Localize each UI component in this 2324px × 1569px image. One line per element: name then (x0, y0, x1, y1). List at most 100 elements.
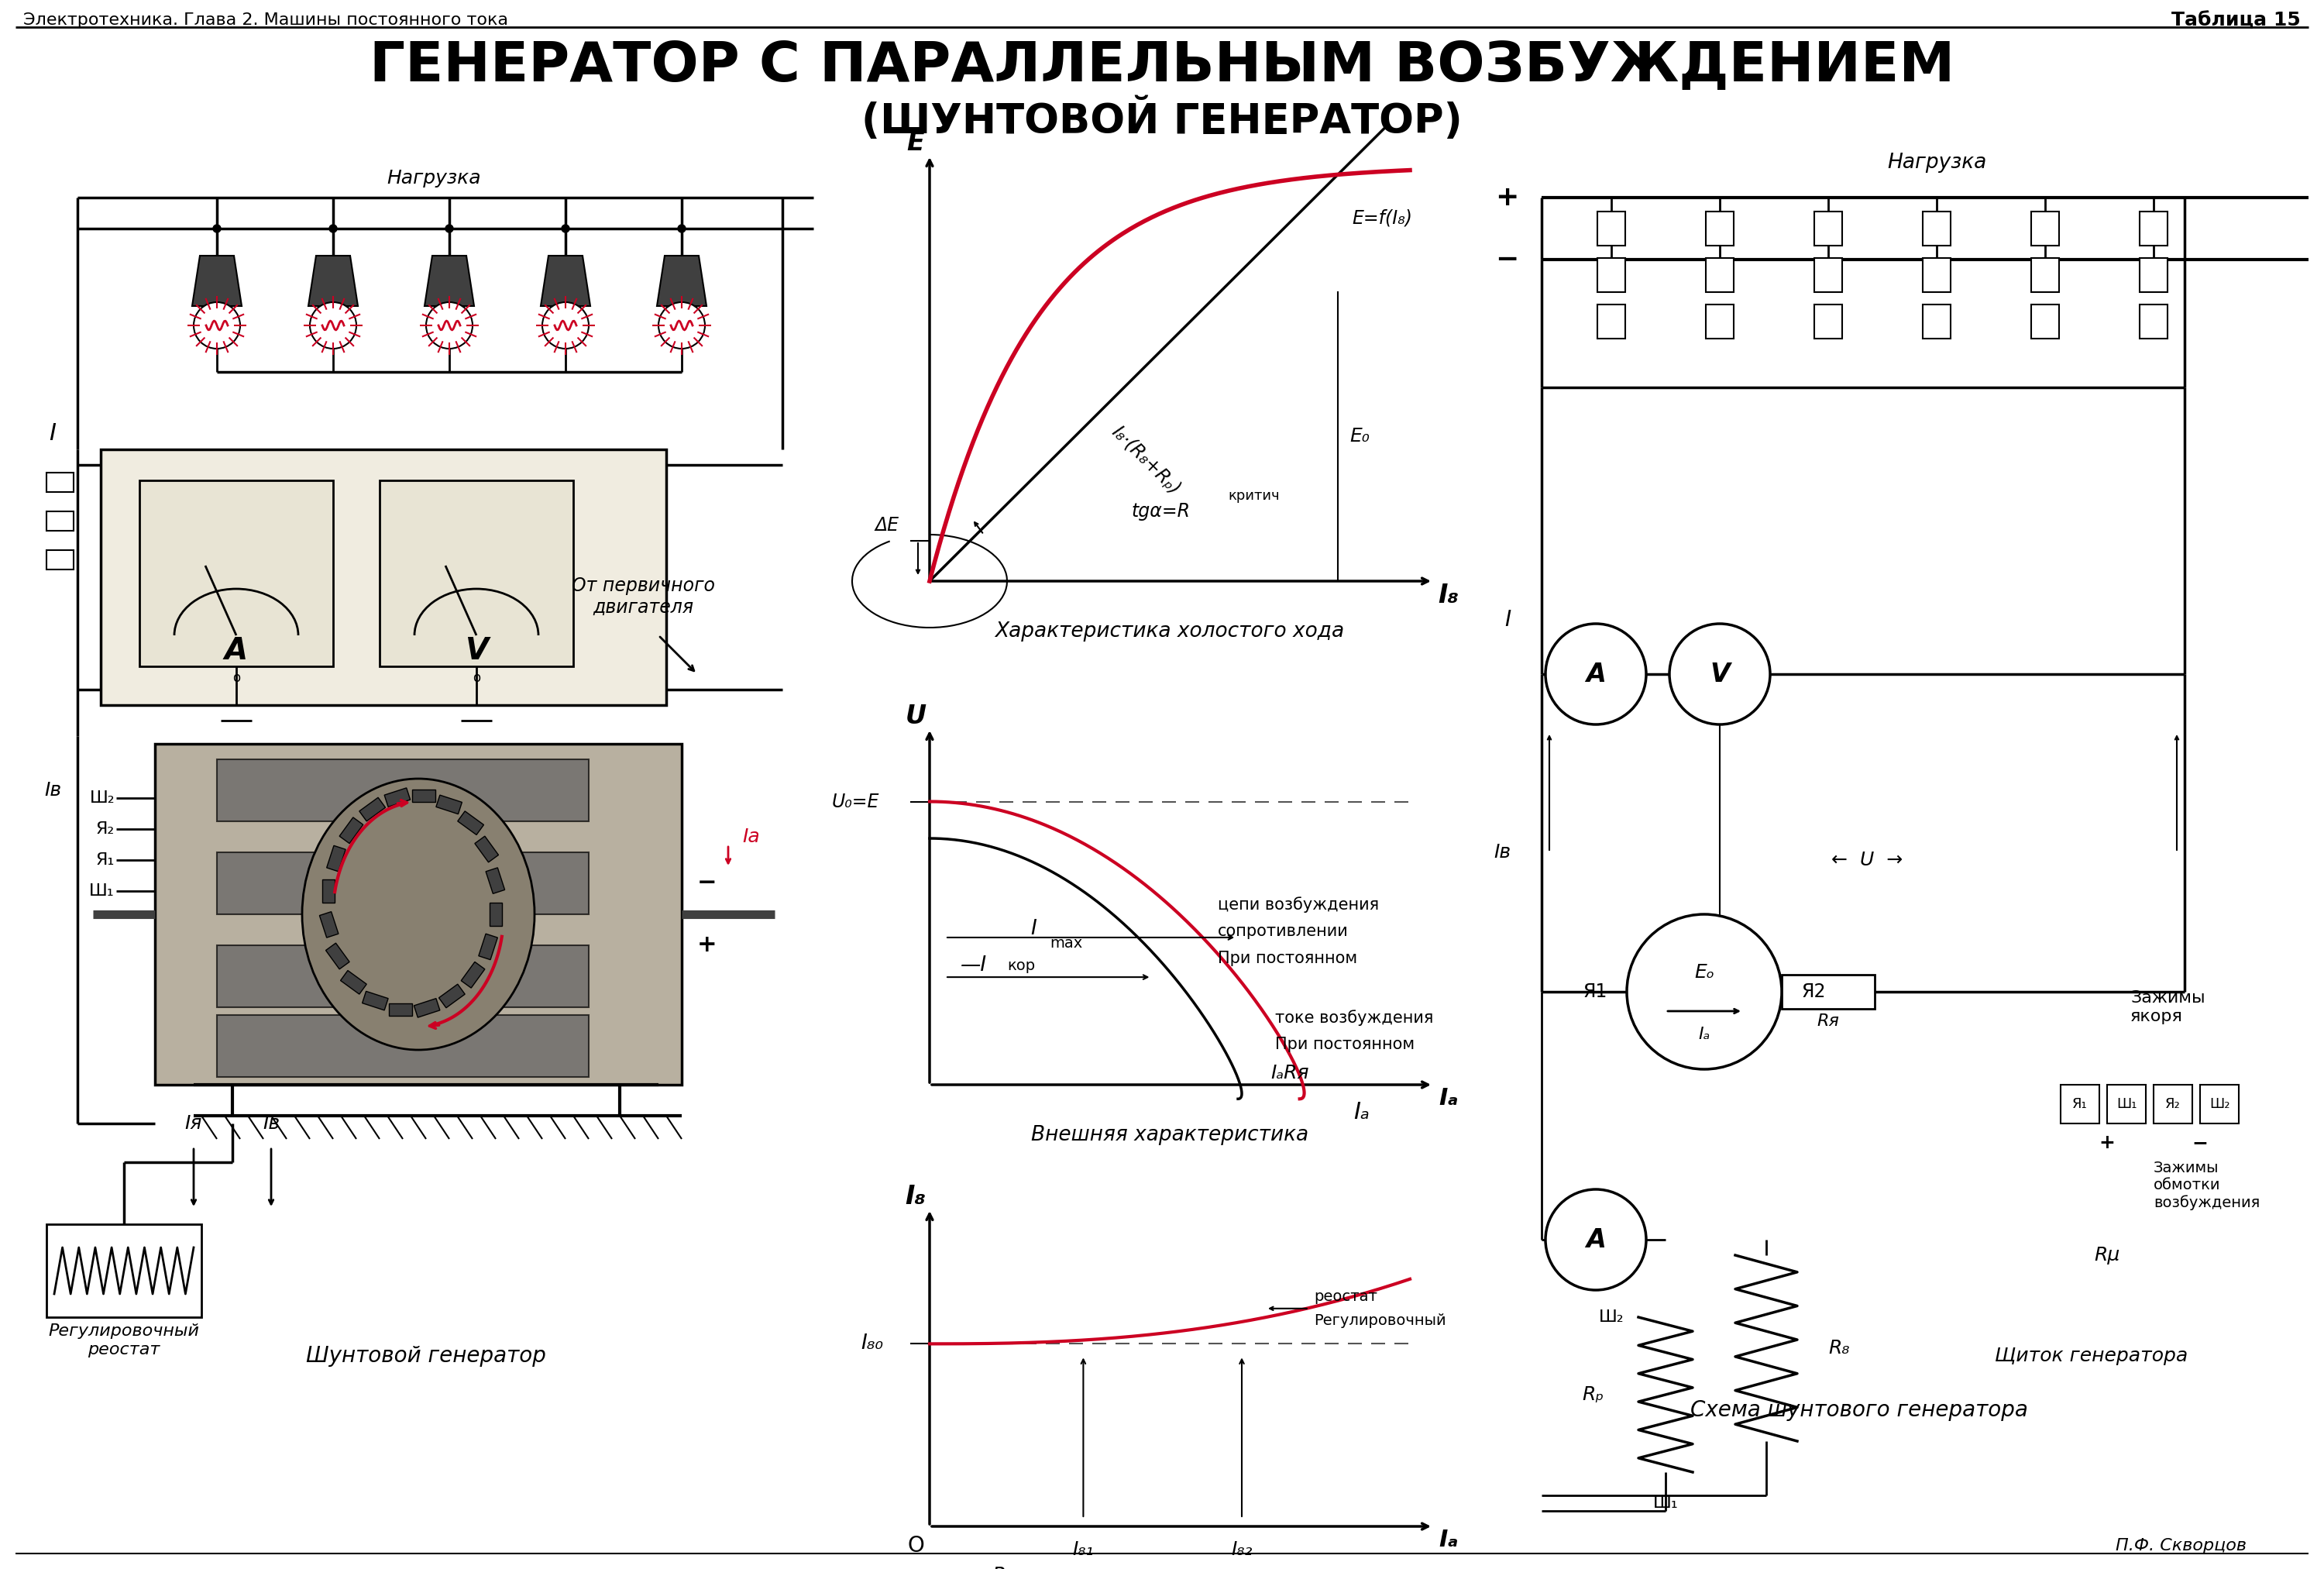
Circle shape (425, 303, 472, 348)
Text: o: o (232, 672, 239, 686)
Bar (216, 852, 588, 915)
Text: Iₐ: Iₐ (1699, 1026, 1710, 1042)
Text: Шунтовой генератор: Шунтовой генератор (307, 1345, 546, 1367)
Circle shape (1545, 624, 1645, 725)
Text: o: o (472, 672, 481, 686)
Bar (363, 992, 388, 1010)
Text: +: + (1494, 185, 1518, 210)
Bar (1706, 257, 1734, 292)
Text: E: E (906, 130, 925, 157)
Text: Rя: Rя (1817, 1014, 1838, 1029)
Bar (388, 1004, 411, 1015)
Text: —I: —I (960, 956, 988, 976)
Bar (1815, 212, 1843, 246)
Bar (323, 879, 335, 902)
Bar (328, 846, 346, 871)
Text: Таблица 15: Таблица 15 (2171, 11, 2301, 30)
Bar (379, 480, 574, 667)
Bar (490, 902, 502, 926)
Text: Ш₁: Ш₁ (2117, 1097, 2136, 1111)
Text: Iв: Iв (44, 781, 60, 800)
Bar (2031, 304, 2059, 339)
Text: I₈₁: I₈₁ (1074, 1541, 1095, 1560)
Circle shape (309, 303, 356, 348)
Text: Ш₂: Ш₂ (1599, 1310, 1624, 1324)
Text: Регулировочная характеристика: Регулировочная характеристика (992, 1567, 1348, 1569)
Text: П.Ф. Скворцов: П.Ф. Скворцов (2115, 1538, 2247, 1553)
Bar (2108, 1084, 2145, 1123)
Text: U₀=E: U₀=E (832, 792, 878, 811)
Bar (2061, 1084, 2099, 1123)
Text: Я₁: Я₁ (95, 852, 114, 868)
Bar (2031, 212, 2059, 246)
Text: токе возбуждения: токе возбуждения (1276, 1010, 1434, 1026)
Bar (2154, 1084, 2192, 1123)
Circle shape (1545, 1189, 1645, 1290)
Bar (2140, 304, 2168, 339)
Text: E=f(I₈): E=f(I₈) (1353, 209, 1413, 228)
Bar (439, 984, 465, 1007)
Bar (216, 1015, 588, 1076)
Text: Iя: Iя (186, 1114, 202, 1133)
Text: R₈: R₈ (1829, 1338, 1850, 1357)
Bar (1815, 304, 1843, 339)
Bar (479, 934, 497, 960)
Text: Электротехника. Глава 2. Машины постоянного тока: Электротехника. Глава 2. Машины постоянн… (23, 13, 509, 28)
Text: +: + (2099, 1133, 2115, 1152)
Bar (1922, 212, 1950, 246)
Text: Ш₂: Ш₂ (2210, 1097, 2229, 1111)
Bar (100, 449, 667, 704)
Bar (339, 817, 363, 844)
Bar (414, 998, 439, 1017)
Text: max: max (1050, 935, 1083, 951)
Text: ΔE: ΔE (874, 516, 899, 535)
Text: A: A (1585, 661, 1606, 687)
Text: Я1: Я1 (1583, 982, 1608, 1001)
Bar (458, 811, 483, 835)
Bar (2140, 257, 2168, 292)
Circle shape (214, 224, 221, 232)
Text: I₈: I₈ (906, 1185, 925, 1210)
Ellipse shape (302, 778, 535, 1050)
Text: Rₚ: Rₚ (1583, 1385, 1604, 1404)
Bar (46, 551, 74, 570)
Text: O: O (906, 1534, 925, 1556)
Bar (46, 511, 74, 530)
Text: V: V (465, 635, 488, 665)
Text: ←  U  →: ← U → (1831, 850, 1903, 869)
Bar (1597, 304, 1624, 339)
Polygon shape (658, 256, 706, 306)
Bar (2140, 212, 2168, 246)
Text: Схема шунтового генератора: Схема шунтового генератора (1690, 1400, 2029, 1422)
Circle shape (330, 224, 337, 232)
Bar (318, 912, 339, 938)
Text: Регулировочный
реостат: Регулировочный реостат (49, 1324, 200, 1357)
Text: (ШУНТОВОЙ ГЕНЕРАТОР): (ШУНТОВОЙ ГЕНЕРАТОР) (862, 99, 1462, 141)
Text: Я2: Я2 (1801, 982, 1827, 1001)
Bar (486, 868, 504, 894)
Text: Iв: Iв (1494, 843, 1511, 861)
Text: Щиток генератора: Щиток генератора (1994, 1346, 2189, 1365)
Circle shape (1669, 624, 1771, 725)
Bar (156, 744, 681, 1084)
Text: Eₒ: Eₒ (1694, 963, 1715, 982)
Bar (437, 795, 462, 814)
Text: Ш₁: Ш₁ (88, 883, 114, 899)
Text: I: I (49, 422, 56, 446)
Text: I₈: I₈ (1439, 582, 1459, 607)
Bar (216, 759, 588, 821)
Circle shape (541, 303, 588, 348)
Text: критич: критич (1227, 490, 1281, 502)
Text: I₈₂: I₈₂ (1232, 1541, 1253, 1560)
Polygon shape (309, 256, 358, 306)
Bar (1815, 257, 1843, 292)
Bar (139, 480, 332, 667)
Bar (2201, 1084, 2238, 1123)
Bar (1597, 212, 1624, 246)
Text: −: − (1494, 246, 1518, 273)
Text: цепи возбуждения: цепи возбуждения (1218, 897, 1378, 913)
Circle shape (193, 303, 239, 348)
Text: Нагрузка: Нагрузка (386, 169, 481, 188)
Circle shape (679, 224, 686, 232)
Bar (1706, 212, 1734, 246)
